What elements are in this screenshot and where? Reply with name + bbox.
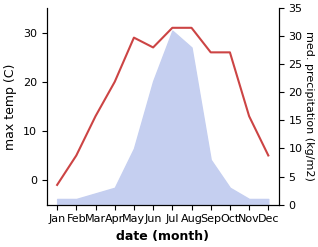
X-axis label: date (month): date (month) — [116, 230, 209, 243]
Y-axis label: max temp (C): max temp (C) — [4, 63, 17, 149]
Y-axis label: med. precipitation (kg/m2): med. precipitation (kg/m2) — [304, 31, 314, 181]
